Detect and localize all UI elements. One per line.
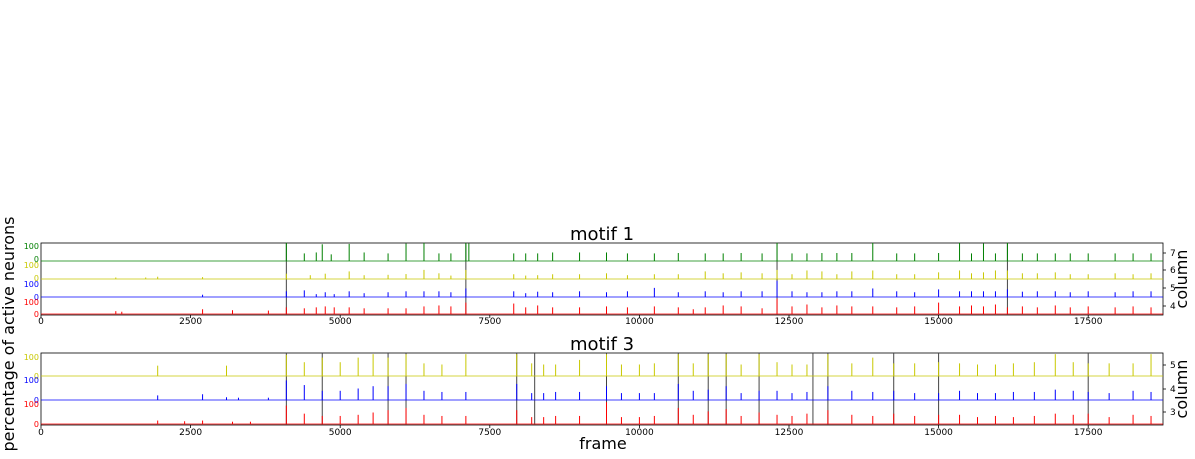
left-scale-label: 0 bbox=[34, 293, 39, 302]
x-tick-label: 2500 bbox=[179, 317, 202, 327]
right-tick-label: 7 bbox=[1170, 249, 1176, 259]
left-scale-label: 0 bbox=[34, 420, 39, 429]
series-5 bbox=[41, 354, 1163, 377]
left-scale-label: 100 bbox=[24, 298, 39, 307]
x-tick-label: 0 bbox=[38, 428, 44, 438]
left-scale-label: 100 bbox=[24, 242, 39, 251]
series-6 bbox=[41, 269, 1163, 280]
x-tick-label: 15000 bbox=[924, 428, 953, 438]
y-axis-label: percentage of active neurons bbox=[0, 216, 18, 451]
plot-frame bbox=[40, 352, 1164, 426]
series-3 bbox=[41, 402, 1163, 425]
series-7 bbox=[41, 242, 1163, 262]
right-axis-label: column bbox=[1172, 250, 1191, 309]
left-scale-label: 100 bbox=[24, 400, 39, 409]
right-tick-label: 5 bbox=[1170, 361, 1176, 371]
left-scale-label: 100 bbox=[24, 376, 39, 385]
x-tick-label: 5000 bbox=[329, 428, 352, 438]
x-tick-label: 10000 bbox=[625, 317, 654, 327]
left-scale-label: 100 bbox=[24, 353, 39, 362]
chart-title: motif 1 bbox=[570, 224, 634, 245]
chart-title: motif 3 bbox=[570, 334, 634, 355]
x-tick-label: 7500 bbox=[478, 317, 501, 327]
series-4 bbox=[41, 380, 1163, 401]
series-4 bbox=[41, 298, 1163, 315]
series-5 bbox=[41, 280, 1163, 298]
left-scale-label: 100 bbox=[24, 280, 39, 289]
right-axis-label: column bbox=[1172, 360, 1191, 419]
right-tick-label: 6 bbox=[1170, 266, 1176, 276]
x-tick-label: 15000 bbox=[924, 317, 953, 327]
x-axis-label: frame bbox=[579, 434, 626, 453]
x-tick-label: 0 bbox=[38, 317, 44, 327]
left-scale-label: 100 bbox=[24, 261, 39, 270]
x-tick-label: 17500 bbox=[1074, 317, 1103, 327]
x-tick-label: 12500 bbox=[775, 428, 804, 438]
x-tick-label: 17500 bbox=[1074, 428, 1103, 438]
x-tick-label: 2500 bbox=[179, 428, 202, 438]
left-scale-label: 0 bbox=[34, 396, 39, 405]
x-tick-label: 12500 bbox=[775, 317, 804, 327]
right-tick-label: 5 bbox=[1170, 284, 1176, 294]
x-tick-label: 10000 bbox=[625, 428, 654, 438]
left-scale-label: 0 bbox=[34, 372, 39, 381]
x-tick-label: 7500 bbox=[478, 428, 501, 438]
right-tick-label: 3 bbox=[1170, 408, 1176, 418]
x-tick-label: 5000 bbox=[329, 317, 352, 327]
left-scale-label: 0 bbox=[34, 274, 39, 283]
left-scale-label: 0 bbox=[34, 255, 39, 264]
right-tick-label: 4 bbox=[1170, 302, 1176, 312]
right-tick-label: 4 bbox=[1170, 385, 1176, 395]
left-scale-label: 0 bbox=[34, 310, 39, 319]
